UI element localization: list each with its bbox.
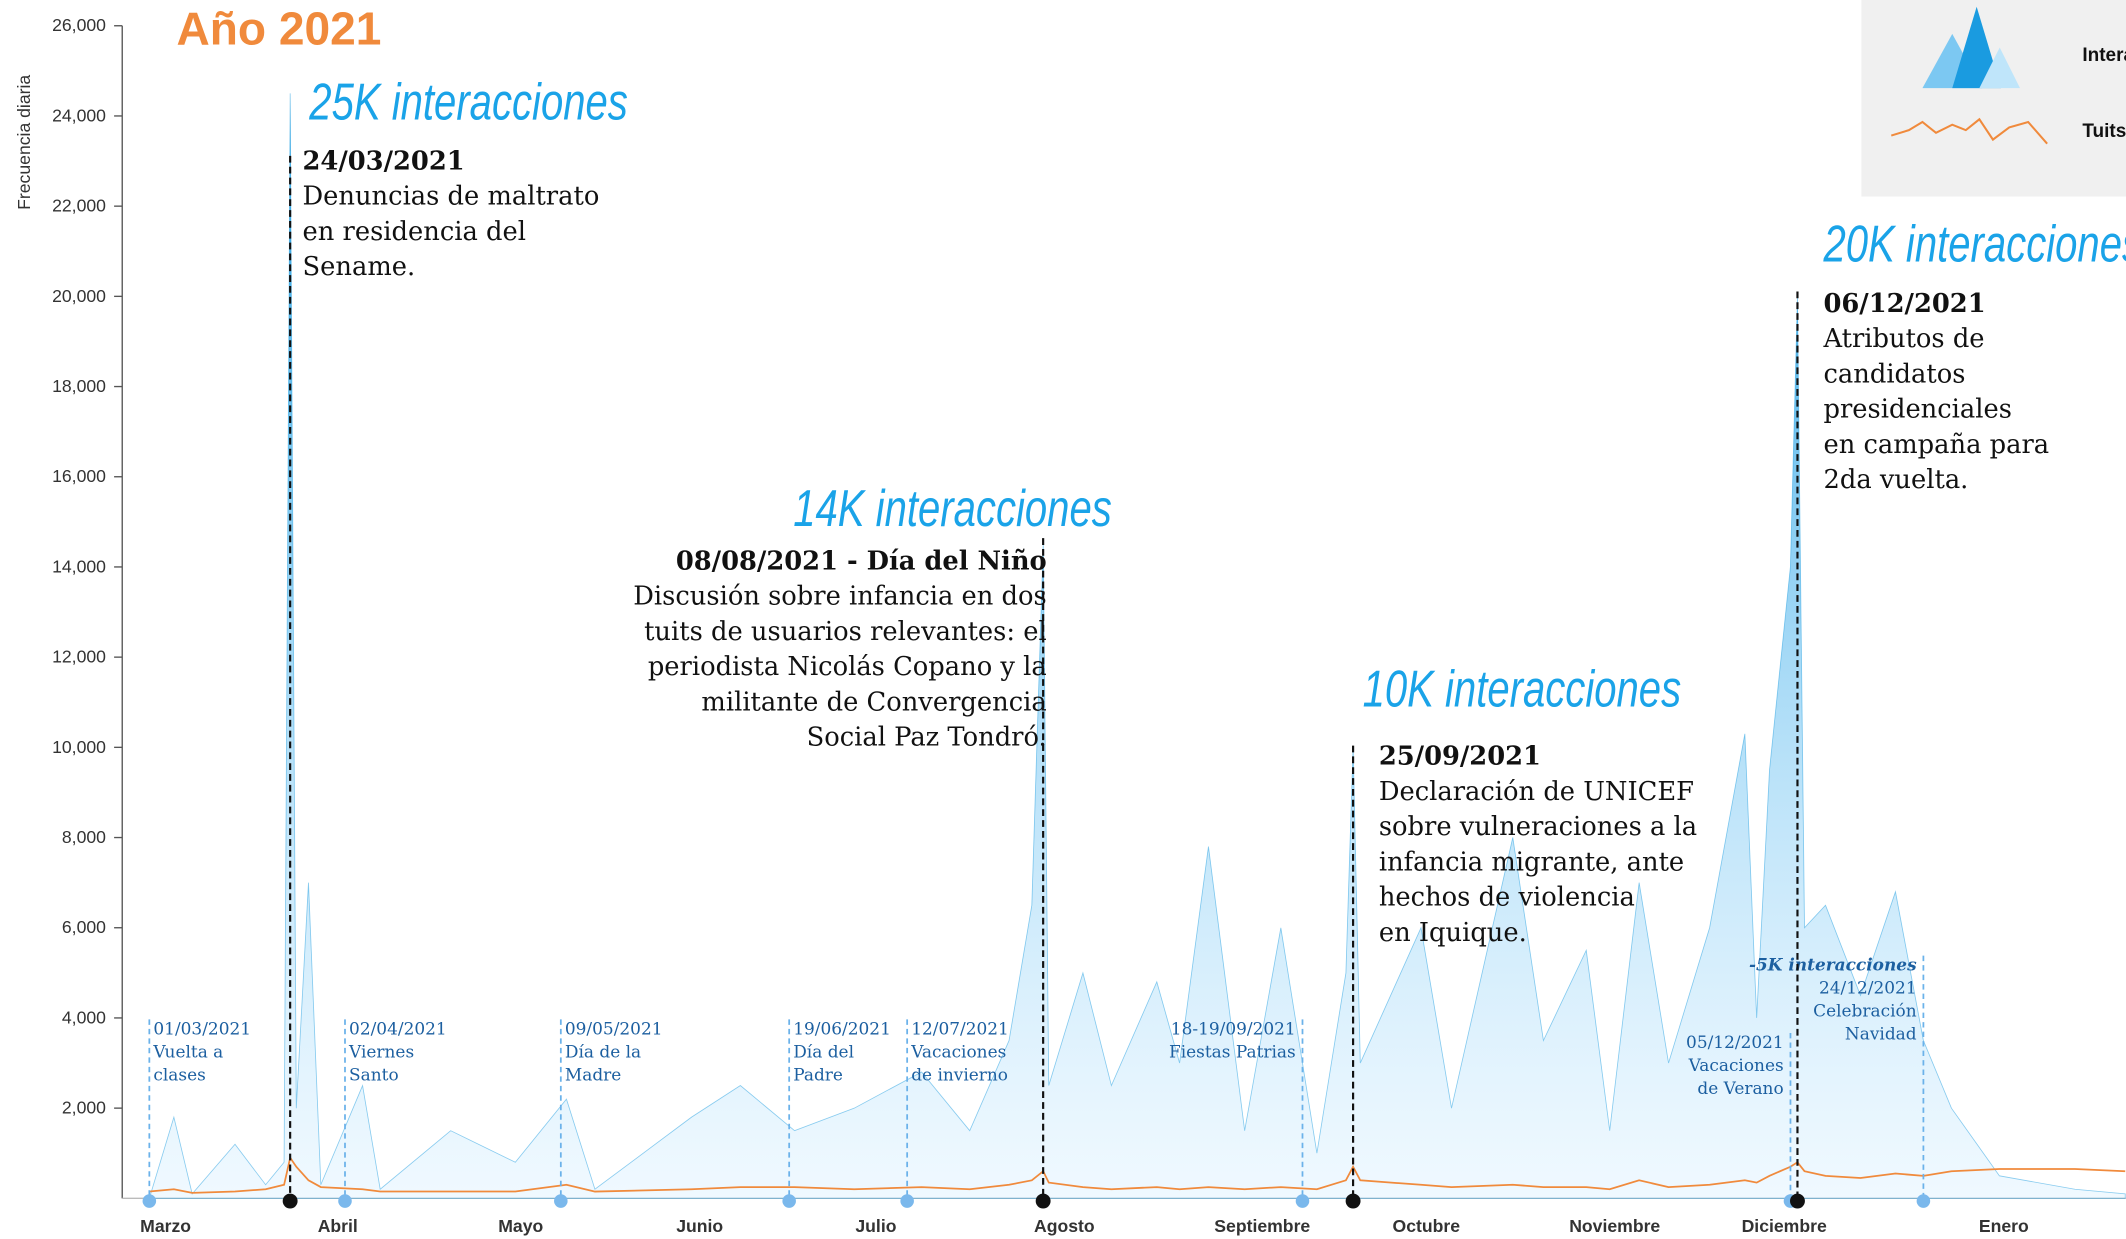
annotation-date: 08/08/2021 - Día del Niño [676,546,1047,576]
event-text: -5K interacciones [1749,955,1917,975]
event-text: Navidad [1845,1024,1917,1044]
event-text: 18-19/09/2021 [1171,1018,1296,1038]
annotation-dot [282,1193,298,1209]
annotation-text: Atributos de [1822,324,1984,354]
event-text: Vacaciones [910,1041,1006,1061]
annotation-text: Sename. [303,252,416,282]
event-text: Vacaciones [1688,1055,1784,1075]
y-tick-label: 22,000 [52,196,106,216]
x-tick-label: Agosto [1034,1216,1095,1236]
legend-label: Interacciones [2082,45,2126,66]
legend-icon [1890,117,2048,145]
legend-label: Tuits [2082,121,2126,142]
y-tick-label: 6,000 [62,917,106,937]
annotation-label: 14K interacciones [793,479,1112,537]
annotation-dot [1790,1193,1805,1209]
annotation-text: Discusión sobre infancia en dos [633,582,1046,612]
annotation-label: 20K interacciones [1823,215,2126,273]
event-text: Fiestas Patrias [1169,1041,1296,1061]
x-tick-label: Marzo [140,1216,191,1236]
annotation-text: en residencia del [303,217,526,247]
chart-title: Año 2021 [176,3,381,55]
y-tick-label: 2,000 [62,1098,106,1118]
x-tick-label: Enero [1979,1216,2029,1236]
y-axis-label: Frecuencia diaria [14,75,34,210]
y-tick-label: 26,000 [52,15,106,35]
y-tick-label: 14,000 [52,556,106,576]
event-dot [1916,1194,1931,1208]
y-tick-label: 4,000 [62,1007,106,1027]
event-text: 24/12/2021 [1819,978,1917,998]
event-text: 19/06/2021 [793,1018,891,1038]
annotation-text: infancia migrante, ante [1379,847,1684,877]
annotation-text: sobre vulneraciones a la [1379,812,1697,842]
event-text: Día de la [565,1041,641,1061]
y-tick-label: 12,000 [52,647,106,667]
x-tick-label: Julio [855,1216,896,1236]
annotation-text: periodista Nicolás Copano y la [648,652,1047,682]
annotation-dot [1345,1193,1361,1209]
y-tick-label: 24,000 [52,105,106,125]
event-dot [554,1194,568,1208]
x-tick-label: Junio [676,1216,723,1236]
event-text: clases [153,1064,205,1084]
event-text: Celebración [1813,1001,1917,1021]
event-text: Padre [793,1064,843,1084]
x-tick-label: Noviembre [1569,1216,1660,1236]
event-dot [1295,1194,1310,1208]
annotation-date: 25/09/2021 [1379,742,1541,772]
annotation-text: presidenciales [1823,395,2012,425]
annotation-label: 25K interacciones [309,72,628,130]
annotation-date: 06/12/2021 [1823,289,1985,319]
x-tick-label: Octubre [1393,1216,1461,1236]
annotation-text: en Iquique. [1379,918,1527,948]
x-tick-label: Mayo [498,1216,543,1236]
event-text: 01/03/2021 [153,1018,251,1038]
x-tick-label: Diciembre [1742,1216,1827,1236]
event-text: 12/07/2021 [911,1018,1009,1038]
x-tick-label: Abril [318,1216,358,1236]
y-tick-label: 18,000 [52,376,106,396]
event-text: Día del [793,1041,854,1061]
area [148,93,2126,1199]
legend-box [1861,0,2126,197]
event-dot [142,1194,157,1208]
legend-icon [1952,6,2002,89]
event-text: 09/05/2021 [565,1018,663,1038]
event-text: Santo [349,1064,399,1084]
event-dot [782,1194,796,1208]
event-text: 02/04/2021 [349,1018,447,1038]
annotation-label: 10K interacciones [1363,659,1682,717]
annotation-text: 2da vuelta. [1823,465,1968,495]
annotation-text: Declaración de UNICEF [1379,777,1694,807]
y-tick-label: 10,000 [52,737,106,757]
x-tick-label: Septiembre [1214,1216,1310,1236]
y-tick-label: 16,000 [52,466,106,486]
event-text: Madre [565,1064,621,1084]
annotation-text: en campaña para [1823,430,2049,460]
annotation-text: tuits de usuarios relevantes: el [644,617,1047,647]
annotation-text: Social Paz Tondró. [807,723,1047,753]
legend-icon [1979,47,2021,89]
line [149,1155,2126,1194]
y-tick-label: 20,000 [52,286,106,306]
event-text: 05/12/2021 [1686,1032,1784,1052]
event-text: Vuelta a [152,1041,223,1061]
event-dot [338,1194,352,1208]
event-text: de Verano [1697,1078,1783,1098]
y-tick-label: 8,000 [62,827,106,847]
event-text: de invierno [911,1064,1008,1084]
annotation-text: hechos de violencia [1379,883,1635,913]
annotation-dot [1035,1193,1051,1209]
annotation-date: 24/03/2021 [303,146,465,176]
event-dot [900,1194,914,1208]
annotation-text: Denuncias de maltrato [303,182,600,212]
annotation-text: militante de Convergencia [701,687,1046,717]
annotation-text: candidatos [1823,359,1965,389]
event-text: Viernes [348,1041,414,1061]
